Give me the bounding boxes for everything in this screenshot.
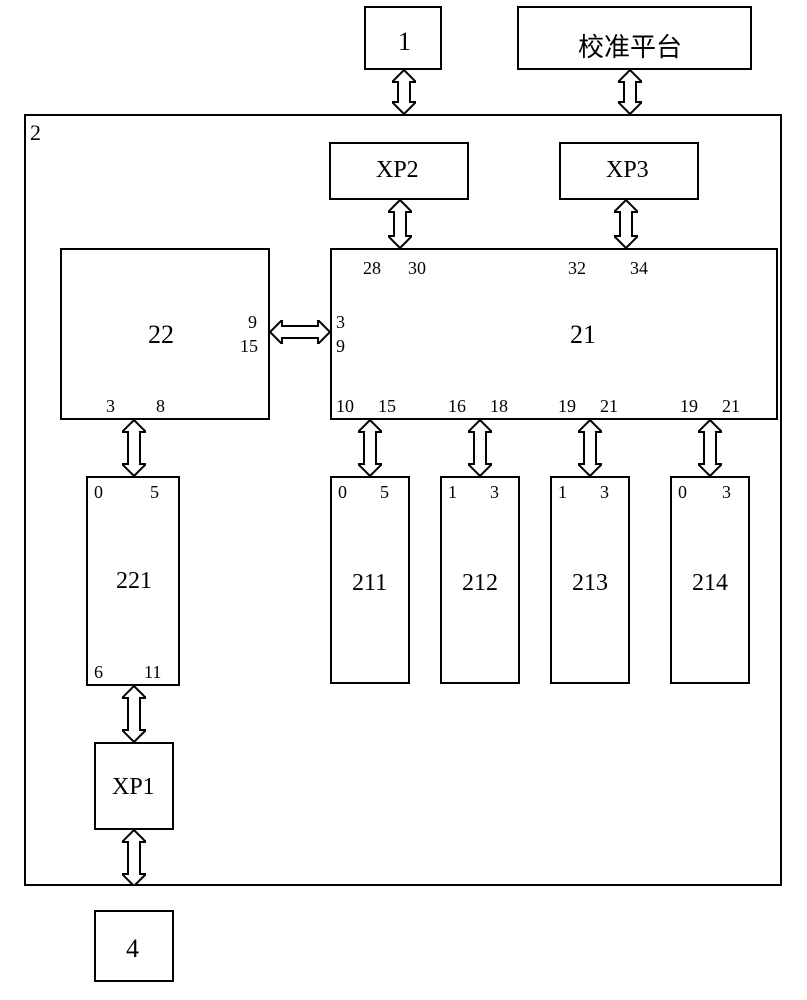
arrow-a11: [122, 686, 146, 742]
arrow-a6: [122, 420, 146, 476]
label-l221: 221: [116, 568, 152, 595]
label-lCal: 校准平台: [578, 27, 682, 64]
label-l214: 214: [692, 570, 728, 597]
label-l22_15: 15: [240, 336, 258, 357]
label-l4: 4: [126, 934, 139, 964]
label-l21_9: 9: [336, 336, 345, 357]
arrow-a12: [122, 830, 146, 886]
label-l28: 28: [363, 258, 381, 279]
label-l22_9: 9: [248, 312, 257, 333]
label-l221_0: 0: [94, 482, 103, 503]
label-l22: 22: [148, 320, 174, 350]
label-l21_19: 19: [558, 396, 576, 417]
label-l21_15: 15: [378, 396, 396, 417]
arrow-a7: [358, 420, 382, 476]
label-l21_16: 16: [448, 396, 466, 417]
label-l221_5: 5: [150, 482, 159, 503]
label-l21_19b: 19: [680, 396, 698, 417]
label-l214_0: 0: [678, 482, 687, 503]
arrow-a3: [388, 200, 412, 248]
arrow-a10: [698, 420, 722, 476]
arrow-a1: [392, 70, 416, 114]
box-b21: [330, 248, 778, 420]
label-l212_3: 3: [490, 482, 499, 503]
label-louter: 2: [30, 120, 41, 146]
label-l213_1: 1: [558, 482, 567, 503]
label-l212: 212: [462, 570, 498, 597]
arrow-a2: [618, 70, 642, 114]
label-l213_3: 3: [600, 482, 609, 503]
label-lXP1: XP1: [112, 774, 155, 801]
label-l30: 30: [408, 258, 426, 279]
label-l34: 34: [630, 258, 648, 279]
label-lXP3: XP3: [606, 157, 649, 184]
label-l21_18: 18: [490, 396, 508, 417]
label-l32: 32: [568, 258, 586, 279]
label-lXP2: XP2: [376, 157, 419, 184]
label-l21_21b: 21: [722, 396, 740, 417]
arrow-a8: [468, 420, 492, 476]
label-l221_6: 6: [94, 662, 103, 683]
label-l211: 211: [352, 570, 387, 597]
label-l21: 21: [570, 320, 596, 350]
label-l211_5: 5: [380, 482, 389, 503]
label-l21_10: 10: [336, 396, 354, 417]
arrow-a9: [578, 420, 602, 476]
label-l22_3: 3: [106, 396, 115, 417]
arrow-a5: [270, 320, 330, 344]
label-l22_8: 8: [156, 396, 165, 417]
label-l21_21: 21: [600, 396, 618, 417]
label-l214_3: 3: [722, 482, 731, 503]
label-l221_11: 11: [144, 662, 161, 683]
label-l212_1: 1: [448, 482, 457, 503]
arrow-a4: [614, 200, 638, 248]
label-l213: 213: [572, 570, 608, 597]
label-l211_0: 0: [338, 482, 347, 503]
label-l21_3: 3: [336, 312, 345, 333]
label-l1: 1: [398, 27, 411, 57]
